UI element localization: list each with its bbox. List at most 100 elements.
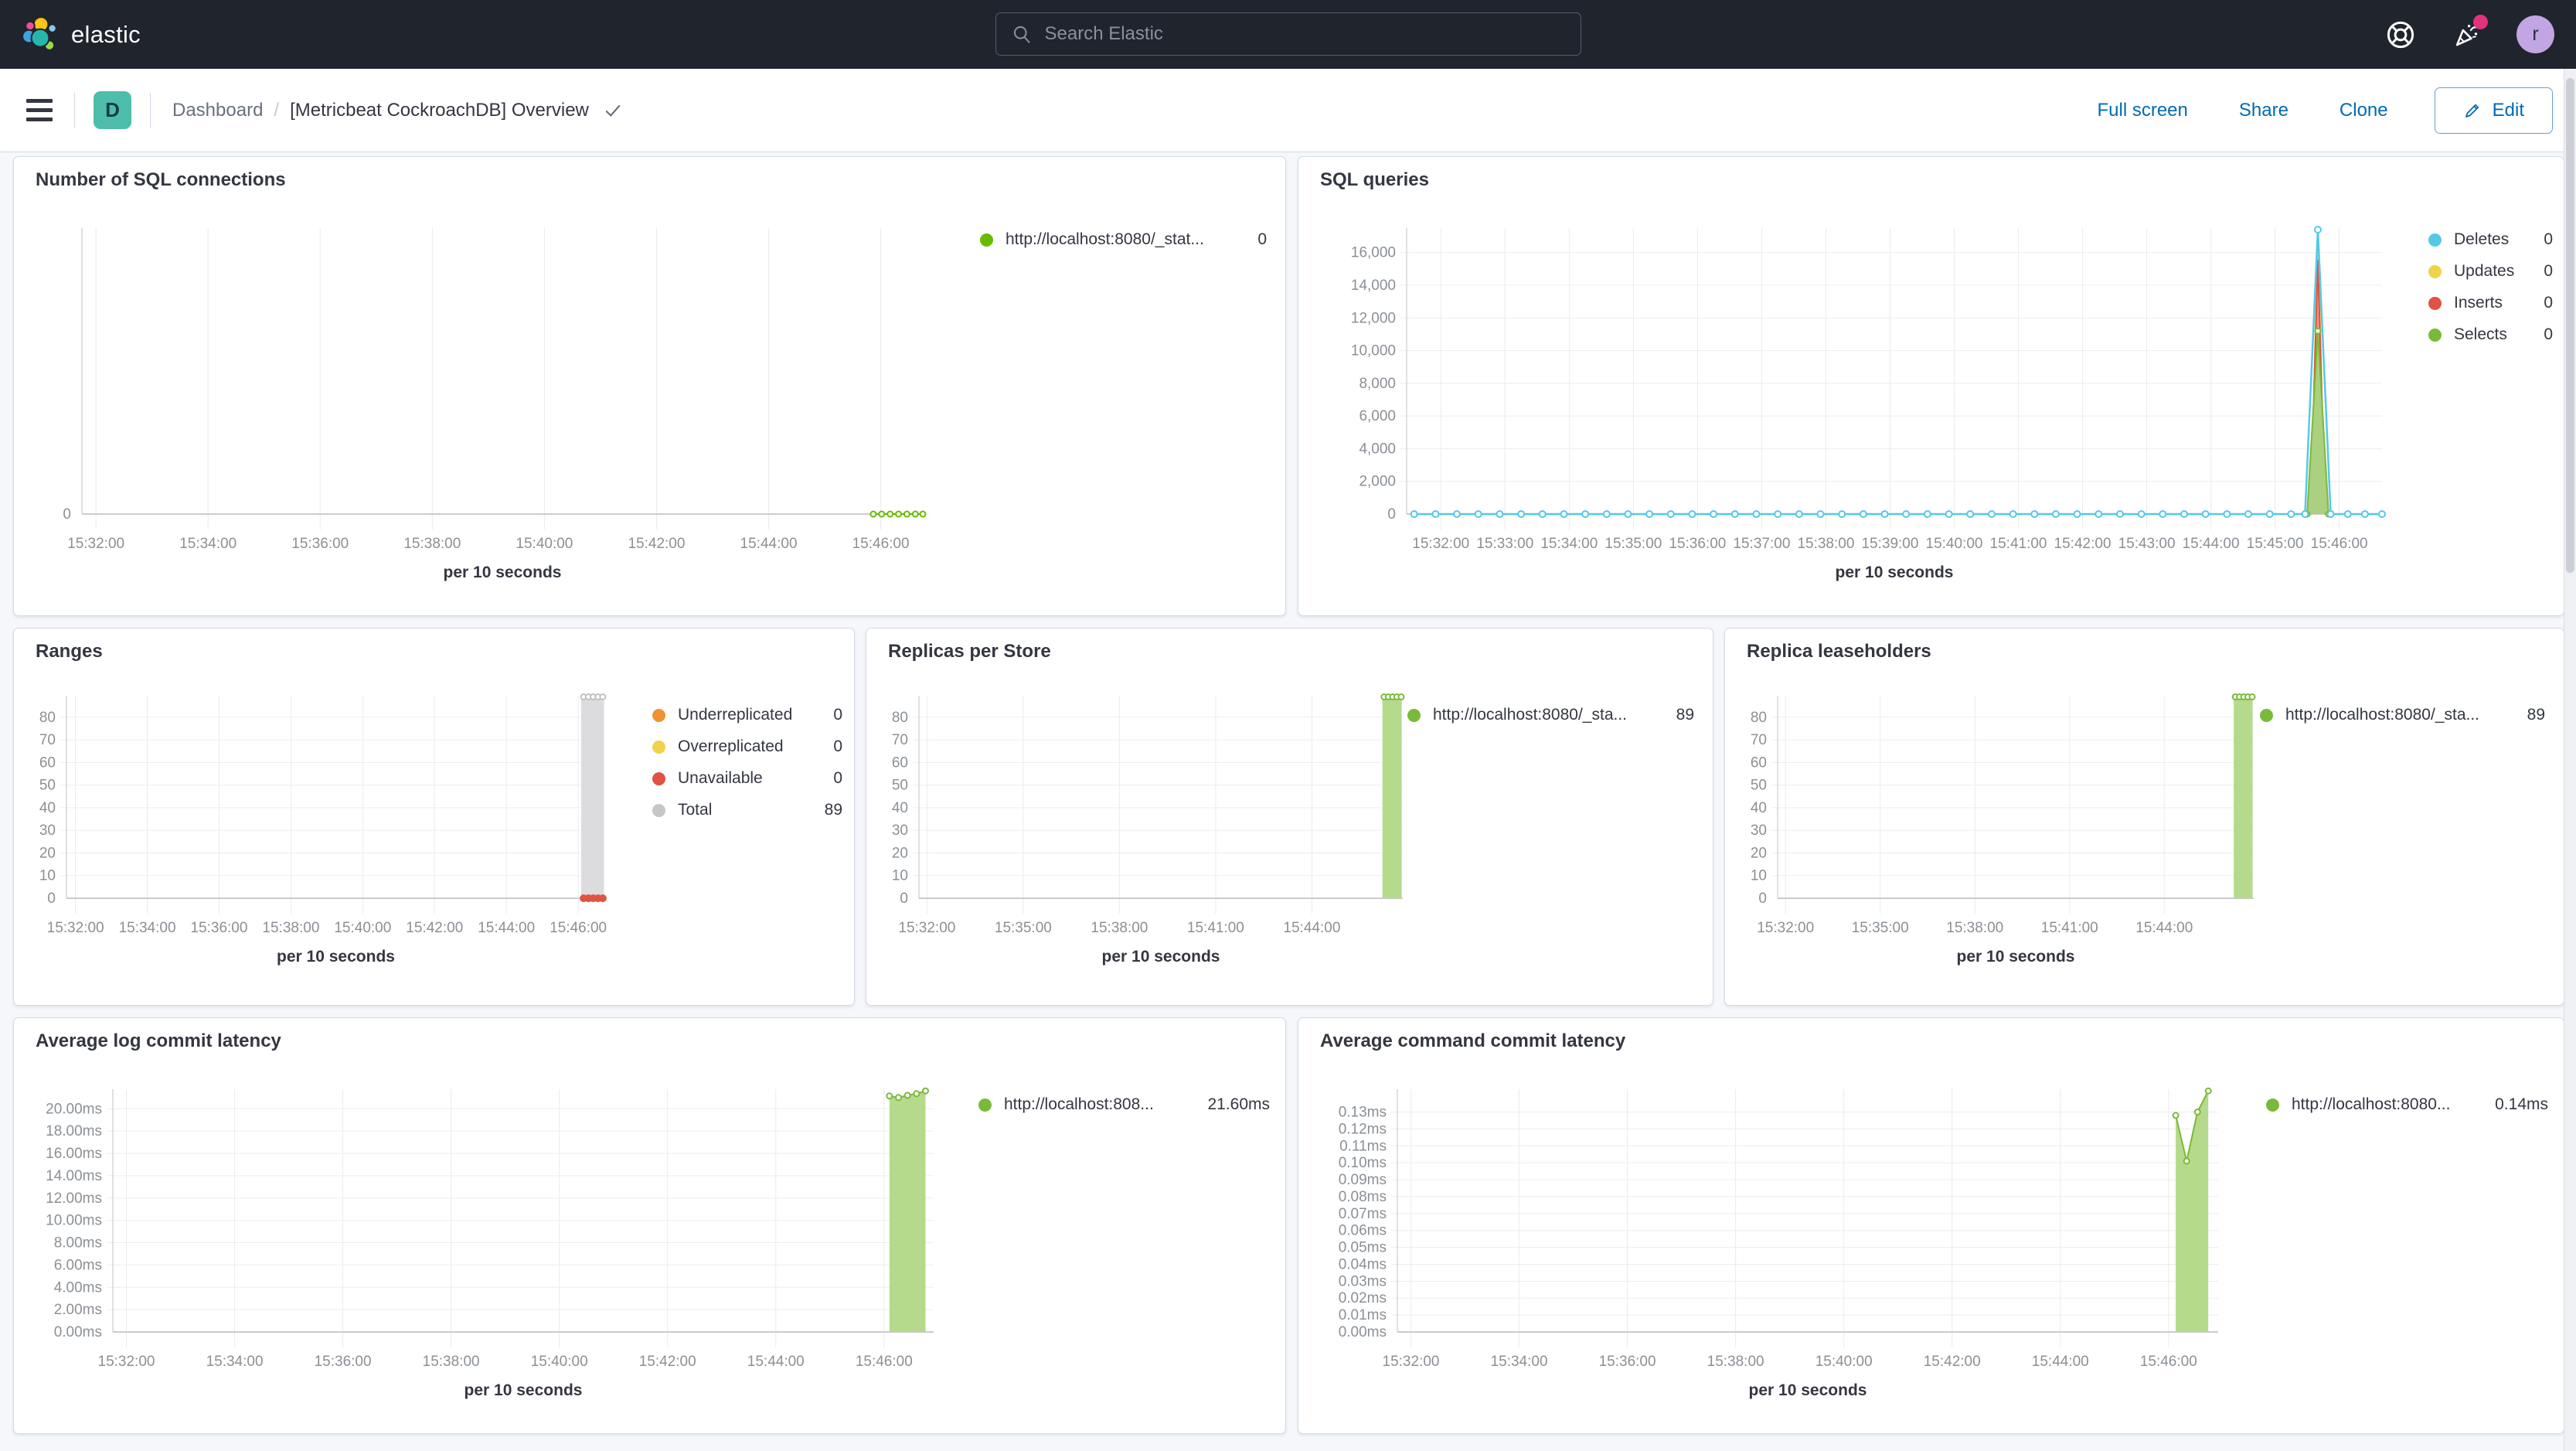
svg-text:16,000: 16,000 <box>1351 245 1396 261</box>
svg-text:80: 80 <box>39 710 56 726</box>
svg-text:15:40:00: 15:40:00 <box>1815 1354 1873 1370</box>
legend-item[interactable]: Inserts 0 <box>2428 294 2553 312</box>
svg-text:15:32:00: 15:32:00 <box>67 536 124 552</box>
svg-text:60: 60 <box>1751 754 1767 771</box>
dashboard-badge: D <box>94 91 131 129</box>
svg-text:2,000: 2,000 <box>1359 474 1396 490</box>
legend-item[interactable]: Selects 0 <box>2428 325 2553 344</box>
svg-text:15:34:00: 15:34:00 <box>1540 536 1598 552</box>
menu-button[interactable] <box>23 96 56 124</box>
svg-text:15:34:00: 15:34:00 <box>1491 1354 1548 1370</box>
svg-text:15:40:00: 15:40:00 <box>516 536 573 552</box>
svg-text:15:38:00: 15:38:00 <box>1797 536 1854 552</box>
svg-text:0.11ms: 0.11ms <box>1339 1138 1387 1154</box>
panel-avg-command-commit-latency: Average command commit latency 0.00ms 0.0… <box>1298 1017 2564 1434</box>
svg-text:15:44:00: 15:44:00 <box>2183 536 2240 552</box>
legend-item[interactable]: http://localhost:8080/_stat... 0 <box>980 230 1267 249</box>
legend-value: 0 <box>1257 230 1267 248</box>
edit-label: Edit <box>2492 99 2524 121</box>
search-input[interactable] <box>1043 22 1565 46</box>
svg-text:0.12ms: 0.12ms <box>1339 1121 1387 1137</box>
legend-value: 0 <box>833 769 842 787</box>
chart-legend: http://localhost:8080... 0.14ms <box>2266 1095 2548 1127</box>
legend-label: http://localhost:808... <box>1004 1095 1154 1113</box>
legend-item[interactable]: http://localhost:8080... 0.14ms <box>2266 1095 2548 1114</box>
svg-text:15:34:00: 15:34:00 <box>179 536 237 552</box>
legend-item[interactable]: Underreplicated 0 <box>652 706 842 724</box>
svg-text:15:36:00: 15:36:00 <box>1599 1354 1656 1370</box>
breadcrumb-dashboard[interactable]: Dashboard <box>172 99 264 121</box>
svg-text:15:46:00: 15:46:00 <box>550 920 607 936</box>
panel-title: Average log commit latency <box>36 1030 281 1051</box>
svg-text:15:46:00: 15:46:00 <box>2311 536 2368 552</box>
svg-text:10: 10 <box>39 868 56 884</box>
legend-label: Selects <box>2454 325 2507 343</box>
svg-text:15:43:00: 15:43:00 <box>2118 536 2176 552</box>
svg-text:60: 60 <box>39 754 56 771</box>
legend-item[interactable]: Overreplicated 0 <box>652 737 842 756</box>
svg-text:50: 50 <box>1751 778 1767 794</box>
scrollbar[interactable] <box>2564 69 2576 1451</box>
svg-text:20: 20 <box>1751 845 1767 861</box>
legend-item[interactable]: Total 89 <box>652 801 842 819</box>
legend-dot-icon <box>2428 264 2442 278</box>
svg-text:0: 0 <box>63 506 71 523</box>
legend-value: 21.60ms <box>1207 1095 1270 1113</box>
user-avatar[interactable]: r <box>2516 15 2554 53</box>
scrollbar-thumb[interactable] <box>2566 78 2574 573</box>
legend-value: 0 <box>2544 262 2553 280</box>
newsfeed-button[interactable] <box>2452 14 2488 49</box>
legend-dot-icon <box>980 233 993 247</box>
panel-replica-leaseholders: Replica leaseholders 0 10 20 30 40 50 60 70 80 15… <box>1724 628 2564 1006</box>
svg-text:0.09ms: 0.09ms <box>1339 1172 1387 1188</box>
breadcrumb-separator: / <box>274 99 280 121</box>
svg-text:15:38:00: 15:38:00 <box>403 536 461 552</box>
svg-text:0: 0 <box>1758 891 1767 907</box>
legend-label: http://localhost:8080/_stat... <box>1006 230 1204 248</box>
clone-button[interactable]: Clone <box>2335 99 2393 122</box>
svg-text:15:32:00: 15:32:00 <box>898 920 955 936</box>
legend-dot-icon <box>652 771 665 785</box>
svg-text:8,000: 8,000 <box>1359 376 1396 392</box>
legend-item[interactable]: http://localhost:8080/_sta... 89 <box>2260 706 2545 724</box>
svg-text:15:36:00: 15:36:00 <box>190 920 247 936</box>
elastic-brand[interactable]: elastic <box>22 15 141 53</box>
svg-text:15:44:00: 15:44:00 <box>747 1354 805 1370</box>
svg-text:50: 50 <box>892 778 908 794</box>
check-icon[interactable] <box>603 100 623 121</box>
toolbar-actions: Full screen Share Clone Edit <box>2093 87 2553 134</box>
chart-legend: http://localhost:808... 21.60ms <box>978 1095 1270 1127</box>
panel-number-of-sql-connections: Number of SQL connections 0 15:32:00 15:34… <box>13 156 1286 616</box>
svg-text:12.00ms: 12.00ms <box>46 1190 102 1207</box>
full-screen-button[interactable]: Full screen <box>2093 99 2193 122</box>
legend-value: 89 <box>824 801 842 819</box>
svg-text:15:44:00: 15:44:00 <box>740 536 798 552</box>
svg-text:15:41:00: 15:41:00 <box>2041 920 2098 936</box>
svg-text:15:32:00: 15:32:00 <box>98 1354 155 1370</box>
svg-text:15:40:00: 15:40:00 <box>531 1354 588 1370</box>
svg-text:0.13ms: 0.13ms <box>1339 1105 1387 1121</box>
svg-text:15:36:00: 15:36:00 <box>315 1354 372 1370</box>
edit-button[interactable]: Edit <box>2434 87 2553 134</box>
legend-item[interactable]: Updates 0 <box>2428 262 2553 281</box>
svg-text:0.05ms: 0.05ms <box>1339 1240 1387 1256</box>
chart-legend: http://localhost:8080/_stat... 0 <box>980 230 1267 262</box>
global-search[interactable] <box>995 12 1581 56</box>
legend-item[interactable]: Deletes 0 <box>2428 230 2553 249</box>
panel-replicas-per-store: Replicas per Store 0 10 20 30 40 50 60 70 80 15:3… <box>866 628 1713 1006</box>
svg-text:15:32:00: 15:32:00 <box>1412 536 1469 552</box>
svg-text:15:33:00: 15:33:00 <box>1476 536 1533 552</box>
legend-dot-icon <box>1407 708 1421 722</box>
legend-item[interactable]: http://localhost:8080/_sta... 89 <box>1407 706 1694 724</box>
chart-sql-queries: 0 2,000 4,000 6,000 8,000 10,000 12,000 14,000 1… <box>1351 226 2386 581</box>
svg-text:0.10ms: 0.10ms <box>1339 1155 1387 1171</box>
share-button[interactable]: Share <box>2234 99 2293 122</box>
chart-avg-log-commit-latency: 0.00ms 2.00ms 4.00ms 6.00ms 8.00ms 10.00ms 12.… <box>46 1087 934 1399</box>
legend-value: 0 <box>833 737 842 755</box>
svg-text:per 10 seconds: per 10 seconds <box>277 948 395 966</box>
svg-text:0.08ms: 0.08ms <box>1339 1189 1387 1205</box>
svg-text:per 10 seconds: per 10 seconds <box>1836 564 1954 581</box>
help-button[interactable] <box>2385 19 2416 50</box>
legend-item[interactable]: http://localhost:808... 21.60ms <box>978 1095 1270 1114</box>
legend-item[interactable]: Unavailable 0 <box>652 769 842 788</box>
